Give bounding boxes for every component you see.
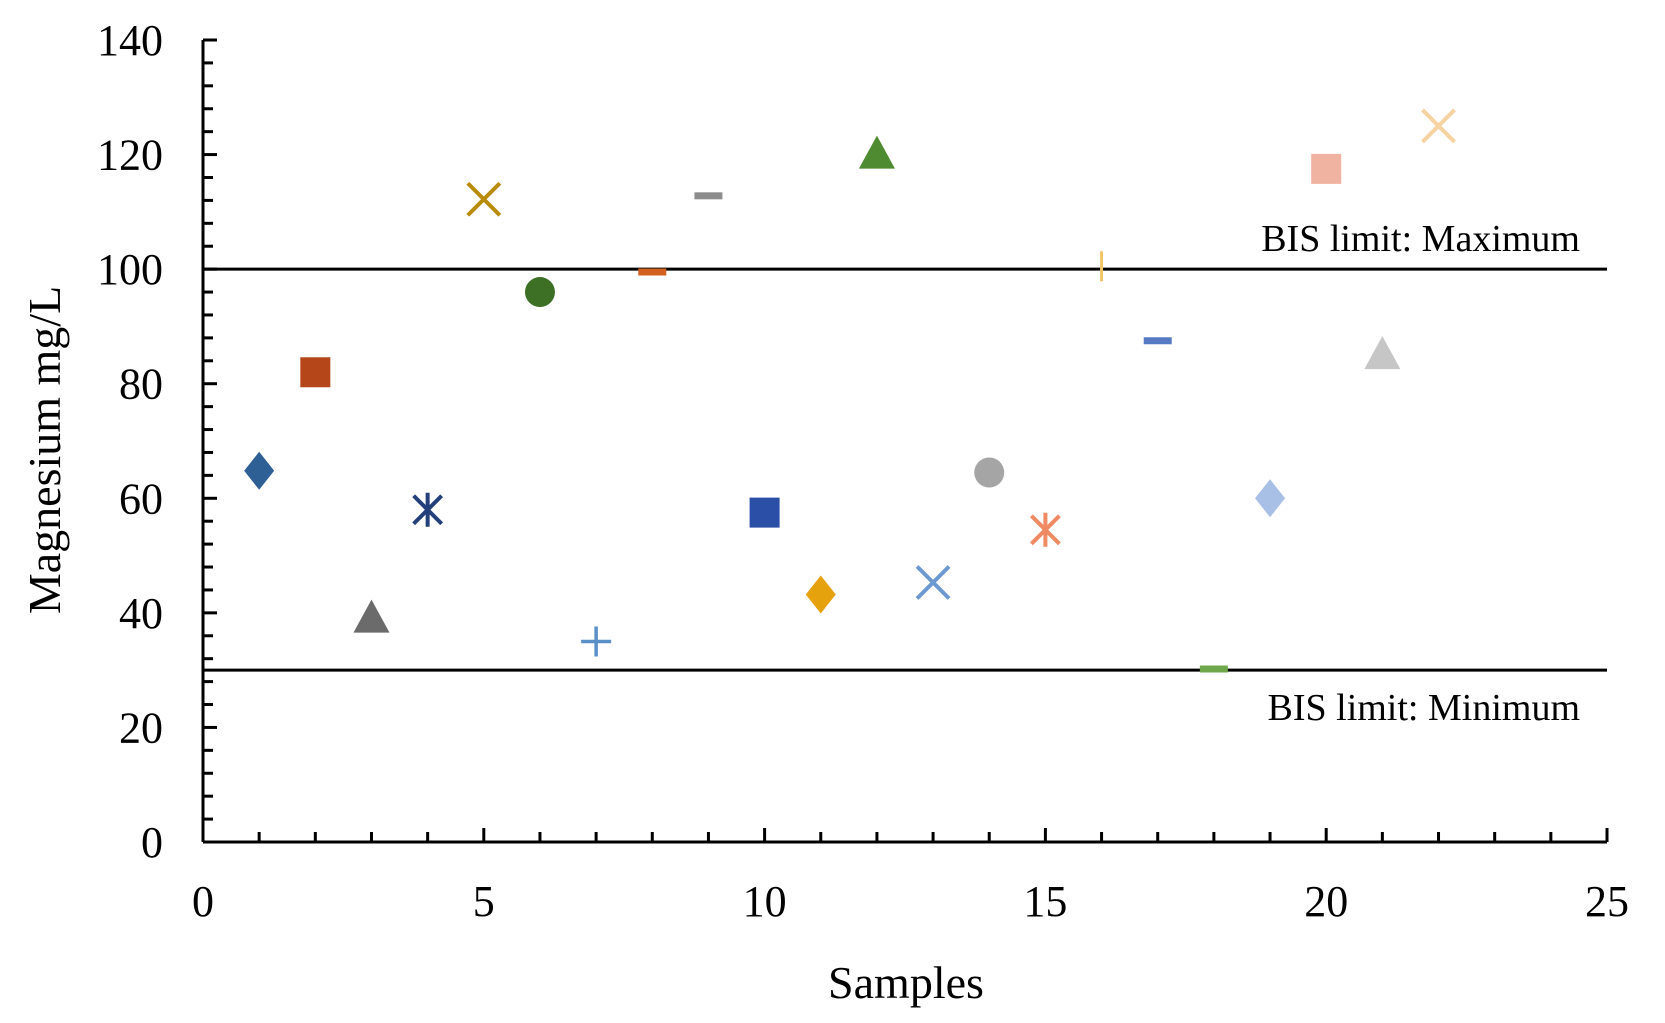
y-axis-title: Magnesium mg/L [19, 286, 70, 614]
circle-marker [524, 277, 555, 308]
dash-marker [1199, 665, 1228, 673]
bis-limit-label: BIS limit: Minimum [1268, 687, 1581, 729]
x-tick-label: 10 [743, 877, 787, 926]
dash-marker [694, 192, 723, 200]
triangle-marker [1364, 336, 1401, 370]
reference-lines: BIS limit: Maximum BIS limit: Minimum [203, 218, 1607, 729]
y-tick-label: 140 [97, 16, 163, 65]
x-tick-label: 5 [473, 877, 495, 926]
x-tick-label: 20 [1304, 877, 1348, 926]
dash-marker [638, 268, 667, 276]
asterisk-marker [1029, 512, 1061, 547]
diamond-marker [805, 575, 836, 614]
diamond-marker [1255, 479, 1286, 518]
y-tick-label: 0 [141, 818, 163, 867]
diamond-marker [244, 451, 275, 490]
x-tick-label: 25 [1585, 877, 1629, 926]
y-tick-label: 40 [119, 589, 163, 638]
data-points [244, 108, 1456, 673]
y-tick-label: 100 [97, 245, 163, 294]
x-marker [915, 565, 951, 600]
y-tick-label: 80 [119, 360, 163, 409]
plus-marker [581, 626, 612, 657]
dash-marker [1143, 337, 1172, 345]
square-marker [1311, 153, 1342, 184]
y-tick-label: 120 [97, 131, 163, 180]
axes: 0 20 40 60 80 100 120 140 0 5 10 15 20 25 [97, 16, 1629, 926]
x-marker [466, 181, 502, 217]
y-tick-label: 20 [119, 703, 163, 752]
square-marker [300, 357, 331, 388]
vline-marker [1100, 251, 1104, 282]
circle-marker [974, 457, 1005, 488]
x-tick-label: 15 [1023, 877, 1067, 926]
triangle-marker [353, 599, 390, 633]
square-marker [749, 497, 780, 528]
x-tick-label: 0 [192, 877, 214, 926]
asterisk-marker [412, 492, 444, 527]
y-tick-label: 60 [119, 474, 163, 523]
triangle-marker [858, 135, 895, 169]
x-marker [1421, 108, 1456, 144]
bis-limit-label: BIS limit: Maximum [1261, 218, 1580, 260]
x-axis-title: Samples [828, 957, 984, 1008]
